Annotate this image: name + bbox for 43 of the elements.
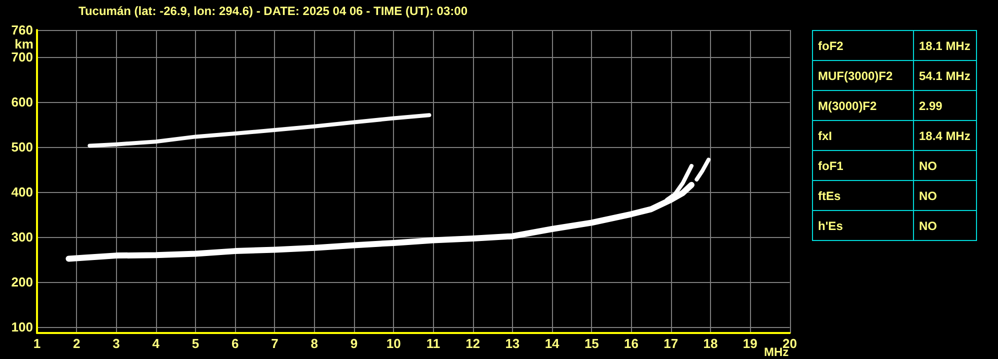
x-tick-label: 17 <box>664 336 678 351</box>
y-axis-title: km <box>14 36 34 52</box>
y-tick-label: 700 <box>11 50 33 65</box>
y-tick-label: 100 <box>11 320 33 335</box>
text: MUF(3000)F2 <box>812 60 914 90</box>
text: 54.1 MHz <box>914 60 976 90</box>
text: 2.99 <box>914 90 976 120</box>
x-tick-label: 18 <box>703 336 718 351</box>
text: 18.4 MHz <box>914 120 976 150</box>
y-tick-label: 300 <box>11 230 33 245</box>
x-tick-label: 19 <box>742 336 758 351</box>
x-tick-label: 5 <box>192 336 200 351</box>
y-tick-label: 500 <box>11 140 33 155</box>
text: 18.1 MHz <box>914 30 976 60</box>
x-tick-label: 13 <box>505 336 520 351</box>
x-tick-label: 7 <box>271 336 278 351</box>
text: M(3000)F2 <box>812 90 914 120</box>
x-tick-label: 3 <box>112 336 120 351</box>
x-tick-label: 9 <box>350 336 358 351</box>
y-tick-label: 400 <box>11 184 33 200</box>
text: foF2 <box>812 30 914 60</box>
x-tick-label: 4 <box>152 336 160 351</box>
text: h'Es <box>812 210 914 240</box>
text: fxI <box>812 120 914 150</box>
text: NO <box>914 180 976 210</box>
x-tick-label: 10 <box>386 336 401 351</box>
x-tick-label: 12 <box>466 336 480 351</box>
x-tick-label: 16 <box>624 336 639 351</box>
text: ftEs <box>812 180 914 210</box>
x-tick-label: 6 <box>231 336 239 351</box>
text: NO <box>914 210 976 240</box>
x-tick-label: 14 <box>544 336 560 351</box>
y-tick-label: 200 <box>11 274 33 290</box>
x-tick-label: 1 <box>33 336 41 351</box>
y-tick-label: 760 <box>11 22 33 38</box>
text: NO <box>914 150 976 180</box>
text: foF1 <box>812 150 914 180</box>
y-tick-label: 600 <box>11 94 33 110</box>
x-tick-label: 2 <box>73 336 80 351</box>
x-tick-label: 8 <box>310 336 318 351</box>
x-tick-label: 11 <box>426 336 440 351</box>
chart-title: Tucumán (lat: -26.9, lon: 294.6) - DATE: 2025 04 06 - TIME (UT): 03:00 <box>78 4 468 18</box>
x-tick-label: 15 <box>584 336 599 351</box>
